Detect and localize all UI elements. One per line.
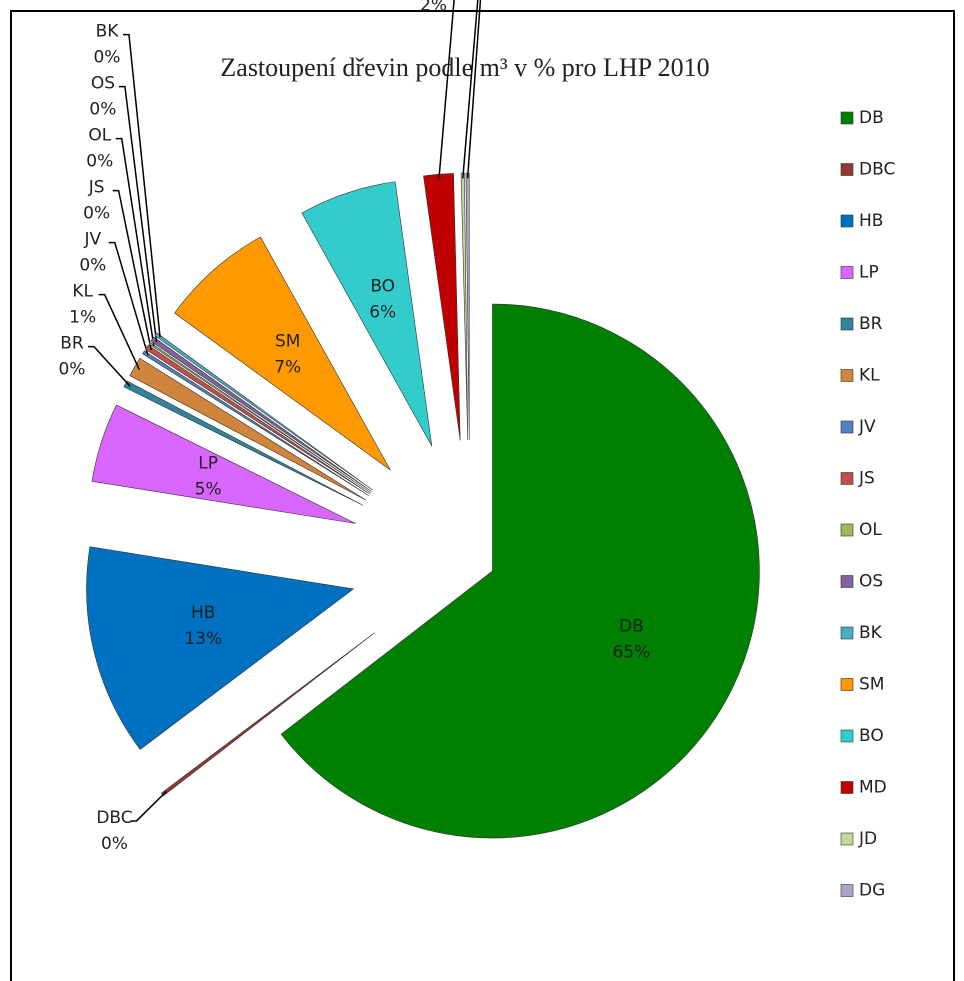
leader-line [87, 345, 131, 387]
legend-swatch [840, 266, 854, 279]
legend-swatch [840, 781, 854, 794]
data-label-name: SM [275, 331, 300, 351]
data-label-value: 7% [274, 357, 301, 377]
legend-swatch [840, 575, 854, 588]
legend-swatch [840, 163, 854, 176]
data-label-value: 1% [69, 308, 96, 328]
legend-label: JD [858, 829, 877, 849]
data-label-name: LP [198, 453, 218, 473]
legend-label: KL [859, 366, 880, 386]
pie-slice [154, 332, 373, 491]
legend-swatch [840, 884, 854, 897]
legend-label: DBC [859, 160, 895, 180]
leader-line [462, 0, 479, 179]
data-label-name: BO [370, 276, 395, 296]
legend-swatch [840, 626, 854, 640]
data-label-value: 13% [184, 629, 222, 649]
legend-label: HB [859, 211, 883, 231]
pie-slice [91, 404, 356, 524]
data-label-value: 65% [613, 642, 651, 662]
data-label-value: 0% [89, 100, 116, 120]
legend-swatch [840, 678, 854, 691]
pie-slice [423, 173, 461, 441]
legend-swatch [840, 523, 854, 537]
leader-line [466, 0, 482, 179]
data-label-value: 0% [86, 152, 113, 172]
legend-label: OS [859, 572, 883, 592]
pie-slice [148, 342, 371, 494]
data-label-value: 0% [58, 360, 85, 380]
pie-slice [301, 181, 433, 447]
legend-label: BK [859, 623, 883, 643]
chart-title: Zastoupení dřevin podle m³ v % pro LHP 2… [220, 53, 709, 82]
data-label-name: OL [88, 126, 111, 146]
leader-line [108, 241, 149, 356]
legend-swatch [840, 832, 854, 846]
legend-swatch [840, 111, 854, 125]
legend-label: LP [859, 263, 879, 283]
data-label-name: JV [83, 230, 101, 250]
leader-line [118, 85, 158, 343]
legend-swatch [840, 369, 854, 382]
data-label-name: BR [60, 334, 84, 354]
data-label-name: KL [72, 282, 93, 302]
legend-label: DG [859, 881, 885, 901]
legend-swatch [840, 317, 854, 331]
legend-label: JV [858, 417, 876, 437]
pie-slice [123, 380, 364, 506]
pie-slice [144, 344, 370, 495]
data-label-value: 0% [79, 256, 106, 276]
legend-label: MD [859, 778, 887, 798]
legend-swatch [840, 214, 854, 228]
pie-slice [150, 336, 372, 492]
data-label-value: 5% [195, 479, 222, 499]
data-label-name: JS [88, 178, 105, 198]
chart-frame [10, 10, 955, 981]
data-label-name: BK [96, 22, 120, 42]
leader-line [112, 189, 152, 351]
legend-swatch [840, 472, 854, 485]
legend-label: DB [859, 108, 884, 128]
legend-label: OL [859, 520, 882, 540]
legend-swatch [840, 729, 854, 743]
data-label-value: 6% [369, 302, 396, 322]
data-label-name: DBC [96, 808, 132, 828]
data-label-value: 0% [101, 834, 128, 854]
legend-swatch [840, 420, 854, 434]
legend-label: SM [859, 675, 884, 695]
leader-line [122, 33, 161, 338]
legend-label: JS [858, 469, 875, 489]
leader-line [130, 790, 167, 822]
leader-line [115, 137, 155, 347]
leader-line [438, 0, 455, 180]
pie-slice [465, 172, 470, 441]
data-label-value: 0% [93, 48, 120, 68]
pie-slice [129, 357, 367, 501]
data-label-value: 0% [83, 204, 110, 224]
legend-label: BO [859, 726, 884, 746]
pie-slice [174, 236, 391, 471]
pie-slice [280, 303, 760, 839]
legend-label: BR [859, 314, 883, 334]
leader-line [98, 293, 140, 370]
pie-slice [86, 546, 355, 750]
data-label-value: 2% [420, 0, 447, 16]
pie-slice [142, 350, 369, 496]
data-label-name: HB [191, 603, 215, 623]
data-label-name: DB [619, 616, 644, 636]
data-label-name: OS [91, 74, 115, 94]
